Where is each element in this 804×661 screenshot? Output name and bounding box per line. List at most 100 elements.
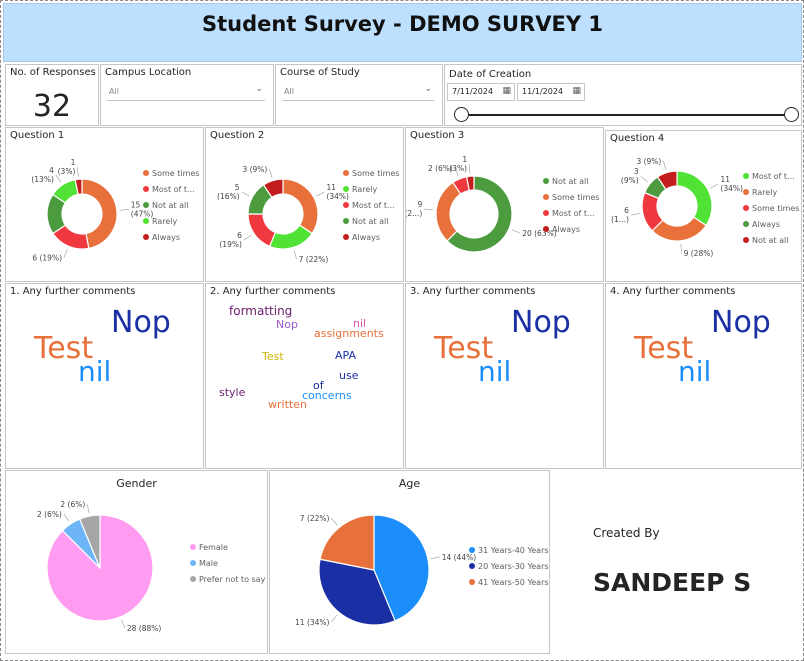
legend-label[interactable]: Not at all bbox=[152, 201, 189, 210]
slice-some-times[interactable] bbox=[81, 178, 118, 250]
cloud-word: use bbox=[339, 369, 359, 382]
campus-slicer-label: Campus Location bbox=[105, 67, 192, 78]
legend-label[interactable]: 20 Years-30 Years bbox=[478, 562, 549, 571]
data-label-line: 20 (63%) bbox=[522, 229, 557, 238]
responses-label: No. of Responses bbox=[10, 67, 96, 78]
data-label-leader bbox=[241, 191, 250, 197]
data-label: 2 (6%) bbox=[60, 500, 85, 509]
legend-label[interactable]: 41 Years-50 Years bbox=[478, 578, 549, 587]
legend-marker bbox=[743, 205, 749, 211]
calendar-icon[interactable]: ▦ bbox=[572, 86, 581, 96]
data-label-line: (3%) bbox=[449, 164, 467, 173]
date-range-track[interactable] bbox=[461, 114, 789, 116]
legend-label[interactable]: Not at all bbox=[552, 177, 589, 186]
data-label: 7 (22%) bbox=[299, 255, 329, 264]
campus-dropdown[interactable]: All ⌄ bbox=[107, 83, 265, 101]
legend-marker bbox=[543, 226, 549, 232]
legend-label[interactable]: Not at all bbox=[352, 217, 389, 226]
slice-not-at-all[interactable] bbox=[446, 175, 513, 253]
legend-label[interactable]: Prefer not to say bbox=[199, 575, 266, 584]
legend-marker bbox=[469, 547, 475, 553]
slice-rarely[interactable] bbox=[268, 224, 313, 250]
legend-label[interactable]: Always bbox=[152, 233, 180, 242]
cloud-word: formatting bbox=[229, 304, 293, 318]
legend-label[interactable]: 31 Years-40 Years bbox=[478, 546, 549, 555]
chevron-down-icon: ⌄ bbox=[255, 84, 263, 94]
legend-label[interactable]: Some times bbox=[152, 169, 199, 178]
legend-marker bbox=[543, 178, 549, 184]
question-3-chart: Question 3 20 (63%) Not at all 9 (2...) Some… bbox=[405, 127, 604, 282]
data-label-line: 5 bbox=[235, 183, 240, 192]
legend-label[interactable]: Most of t... bbox=[752, 172, 795, 181]
data-label-leader bbox=[63, 248, 68, 258]
legend-marker bbox=[469, 563, 475, 569]
legend-label[interactable]: Always bbox=[552, 225, 580, 234]
slice-31-years-40-years[interactable] bbox=[373, 514, 430, 622]
data-label-line: 28 (88%) bbox=[127, 624, 162, 633]
data-label: 4 (13%) bbox=[31, 166, 54, 184]
data-label-line: 1 bbox=[71, 158, 76, 167]
data-label-leader bbox=[468, 164, 471, 174]
comments-2-wordcloud: 2. Any further comments formatting Nop n… bbox=[205, 283, 404, 469]
slice-not-at-all[interactable] bbox=[656, 170, 678, 191]
cloud-word: Nop bbox=[511, 305, 571, 340]
data-label-line: 6 (19%) bbox=[32, 253, 62, 262]
legend-marker bbox=[190, 576, 196, 582]
start-date-input[interactable]: 7/11/2024 ▦ bbox=[447, 83, 515, 101]
legend-marker bbox=[743, 189, 749, 195]
data-label-line: (16%) bbox=[217, 192, 240, 201]
data-label-line: 11 bbox=[720, 175, 730, 184]
slice-20-years-30-years[interactable] bbox=[318, 558, 396, 626]
data-label-line: 11 (34%) bbox=[295, 618, 330, 627]
slice-always[interactable] bbox=[465, 175, 475, 192]
comments-3-wordcloud: 3. Any further comments Nop Test nil bbox=[405, 283, 604, 469]
data-label: 7 (22%) bbox=[300, 514, 330, 523]
course-dropdown[interactable]: All ⌄ bbox=[282, 83, 434, 101]
legend-label[interactable]: Not at all bbox=[752, 236, 789, 245]
cloud-word: written bbox=[268, 398, 307, 411]
data-label: 5 (16%) bbox=[217, 183, 240, 201]
legend-label[interactable]: Female bbox=[199, 543, 228, 552]
cloud-word: Nop bbox=[111, 305, 171, 340]
data-label-leader bbox=[630, 213, 640, 216]
legend-label[interactable]: Most of t... bbox=[152, 185, 195, 194]
data-label-leader bbox=[293, 250, 297, 260]
date-range-end-handle[interactable] bbox=[784, 107, 799, 122]
question-3-donut: 20 (63%) Not at all 9 (2...) Some times 2 (6%… bbox=[406, 155, 599, 253]
legend-label[interactable]: Rarely bbox=[752, 188, 778, 197]
data-label-line: (13%) bbox=[31, 175, 54, 184]
slice-most-of-the-time[interactable] bbox=[247, 213, 277, 248]
date-slicer-label: Date of Creation bbox=[449, 69, 532, 80]
legend-label[interactable]: Rarely bbox=[152, 217, 178, 226]
age-pie: 14 (44%)31 Years-40 Years 11 (34%) 20 Year… bbox=[295, 514, 549, 627]
legend-label[interactable]: Most of t... bbox=[552, 209, 595, 218]
legend-label[interactable]: Some times bbox=[352, 169, 399, 178]
data-label-leader bbox=[121, 619, 126, 629]
legend-label[interactable]: Rarely bbox=[352, 185, 378, 194]
calendar-icon[interactable]: ▦ bbox=[502, 86, 511, 96]
slice-41-years-50-years[interactable] bbox=[319, 514, 375, 571]
page-title: Student Survey - DEMO SURVEY 1 bbox=[202, 12, 603, 36]
slice-prefer-not-to-say[interactable] bbox=[78, 514, 101, 569]
legend-label[interactable]: Some times bbox=[752, 204, 799, 213]
data-label-line: 7 (22%) bbox=[300, 514, 330, 523]
date-range-start-handle[interactable] bbox=[454, 107, 469, 122]
data-label-line: (47%) bbox=[131, 209, 154, 218]
legend-label[interactable]: Always bbox=[352, 233, 380, 242]
cloud-word: Test bbox=[434, 331, 494, 366]
question-1-donut: 15 (47%) Some times 6 (19%) Most of t... Not … bbox=[31, 158, 199, 262]
legend-label[interactable]: Male bbox=[199, 559, 218, 568]
data-label-line: 15 bbox=[131, 200, 141, 209]
legend-label[interactable]: Always bbox=[752, 220, 780, 229]
author-name: SANDEEP S bbox=[593, 568, 752, 597]
question-4-donut: 11 (34%) Most of t... 9 (28%) Rarely 6 (1...) S… bbox=[611, 157, 799, 258]
end-date-input[interactable]: 11/1/2024 ▦ bbox=[517, 83, 585, 101]
legend-label[interactable]: Some times bbox=[552, 193, 599, 202]
legend-label[interactable]: Most of t... bbox=[352, 201, 395, 210]
slice-always[interactable] bbox=[262, 178, 284, 199]
cloud-word: APA bbox=[335, 349, 356, 362]
date-slicer: Date of Creation 7/11/2024 ▦ 11/1/2024 ▦ bbox=[444, 64, 802, 126]
slice-always[interactable] bbox=[74, 178, 83, 196]
data-label-leader bbox=[55, 174, 62, 183]
data-label: 14 (44%) bbox=[442, 553, 477, 562]
